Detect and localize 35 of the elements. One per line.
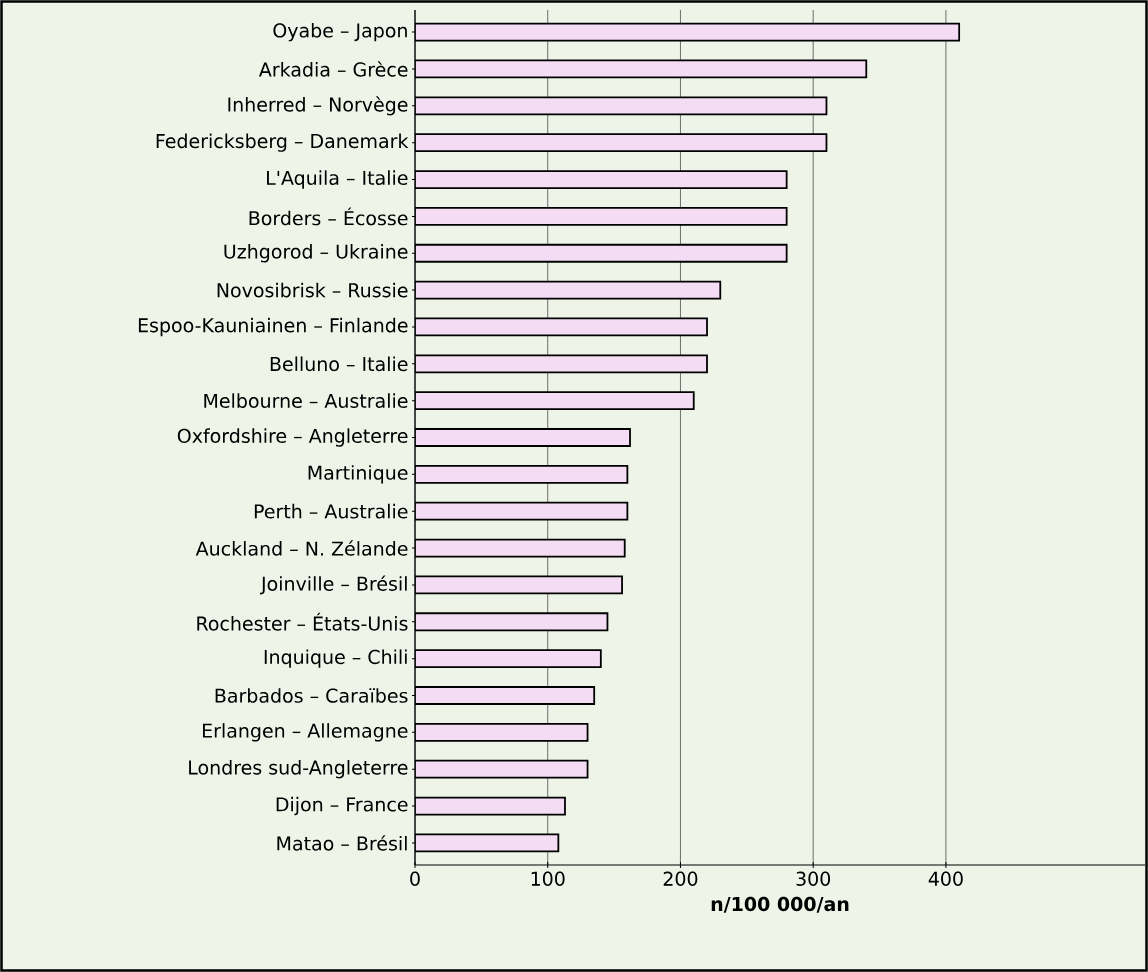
y-tick-label: Londres sud-Angleterre (189, 760, 408, 779)
y-tick-label: Auckland – N. Zélande (195, 540, 408, 556)
y-tick-label: Novosibrisk – Russie (217, 282, 408, 298)
bar (415, 280, 722, 300)
y-tick-label: Uzhgorod – Ukraine (224, 244, 408, 263)
y-tick-label: L'Aquila – Italie (267, 170, 408, 189)
y-tick-label: Erlangen – Allemagne (202, 723, 408, 742)
y-tick-label: Espoo-Kauniainen – Finlande (138, 317, 408, 337)
x-tick-label: 100 (531, 871, 565, 886)
y-tick-label: Oyabe – Japon (273, 22, 407, 42)
y-tick-label: Martinique (308, 465, 408, 484)
y-tick-label: Joinville – Brésil (260, 575, 407, 595)
bar (415, 575, 623, 595)
x-tick-label: 0 (410, 871, 420, 886)
x-tick-label: 300 (796, 871, 831, 886)
y-tick-label: Melbourne – Australie (204, 393, 408, 408)
x-tick-label: 200 (663, 871, 698, 886)
x-axis-title: n/100 000/an (711, 896, 849, 913)
x-tick-label: 400 (928, 871, 963, 886)
y-tick-label: Perth – Australie (254, 503, 408, 519)
bar (415, 317, 708, 337)
y-tick-label: Matao – Brésil (277, 835, 407, 851)
bar (415, 59, 868, 79)
y-tick-label: Arkadia – Grèce (258, 61, 408, 77)
y-tick-label: Barbados – Caraïbes (215, 688, 408, 703)
y-tick-label: Federicksberg – Danemark (156, 133, 409, 152)
y-tick-label: Rochester – États-Unis (197, 612, 408, 631)
y-tick-label: Borders – Écosse (249, 207, 408, 226)
y-tick-label: Dijon – France (276, 796, 408, 816)
y-tick-label: Belluno – Italie (270, 356, 408, 372)
y-tick-label: Oxfordshire – Angleterre (177, 428, 408, 447)
bar (415, 796, 566, 816)
y-tick-label: Inquique – Chili (264, 649, 407, 668)
y-tick-label: Inherred – Norvège (228, 96, 408, 116)
bar (415, 538, 626, 558)
